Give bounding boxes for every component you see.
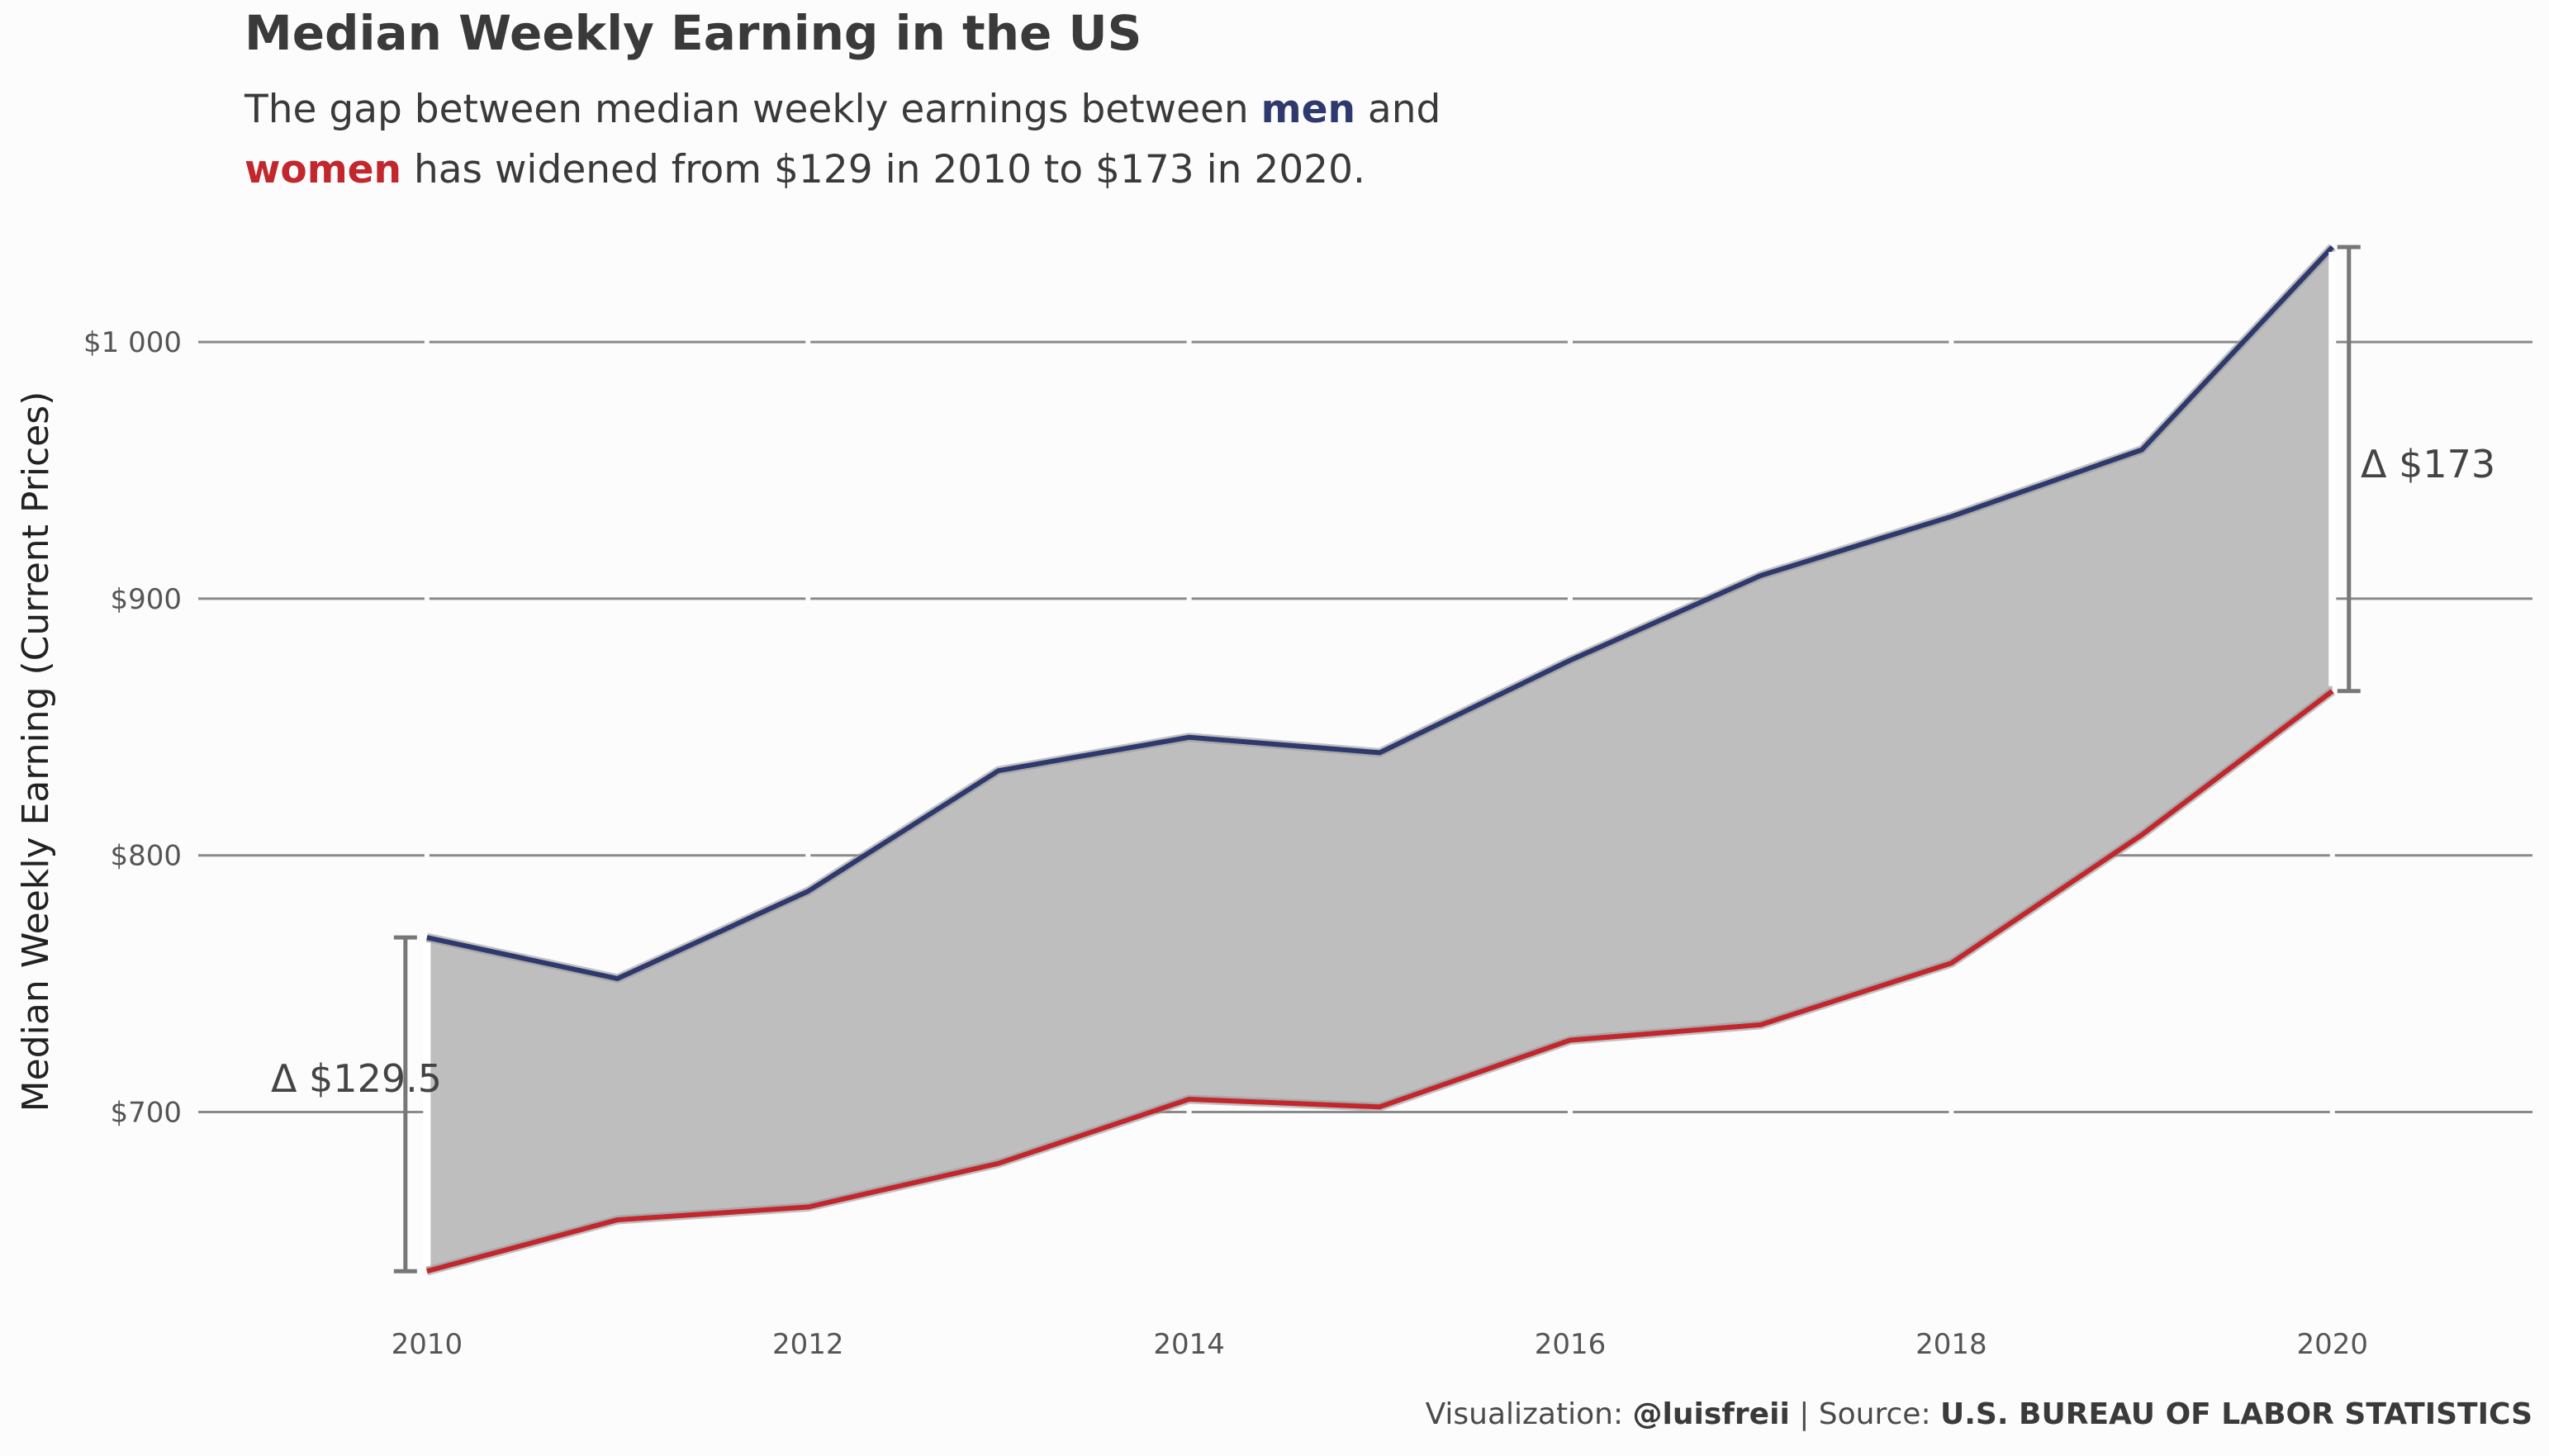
gap-area xyxy=(426,247,2333,1272)
x-tick-label: 2012 xyxy=(772,1328,844,1361)
x-tick-label: 2020 xyxy=(2297,1328,2369,1361)
axis-labels: $700 $800 $900 $1 000 2010 2012 2014 2016 2018 20… xyxy=(83,326,2368,1361)
delta-label-2020: Δ $173 xyxy=(2361,442,2495,486)
delta-label-2010: Δ $129.5 xyxy=(271,1056,442,1101)
women-line xyxy=(426,689,2334,1274)
delta-annotations: Δ $129.5 Δ $173 xyxy=(271,244,2495,1273)
caption-author: @luisfreii xyxy=(1632,1397,1790,1431)
x-tick-label: 2014 xyxy=(1153,1328,1225,1361)
chart-title: Median Weekly Earning in the US xyxy=(244,5,1142,61)
chart-caption: Visualization: @luisfreii | Source: U.S.… xyxy=(1426,1397,2532,1431)
x-tick-label: 2010 xyxy=(392,1328,463,1361)
caption-prefix: Visualization: xyxy=(1425,1397,1633,1431)
y-tick-label: $700 xyxy=(110,1097,182,1130)
subtitle-men-highlight: men xyxy=(1260,87,1355,132)
gap-area-layer xyxy=(426,247,2333,1272)
men-line xyxy=(426,245,2334,981)
y-axis-label: Median Weekly Earning (Current Prices) xyxy=(15,391,57,1112)
caption-source: U.S. BUREAU OF LABOR STATISTICS xyxy=(1940,1397,2532,1431)
chart-subtitle: The gap between median weekly earnings b… xyxy=(244,79,1441,200)
series-lines xyxy=(425,244,2336,1276)
caption-middle: | Source: xyxy=(1789,1397,1941,1431)
y-tick-label: $900 xyxy=(110,583,182,616)
subtitle-women-highlight: women xyxy=(244,147,402,192)
subtitle-text: The gap between median weekly earnings b… xyxy=(244,87,1261,132)
y-tick-label: $1 000 xyxy=(83,326,182,359)
x-tick-label: 2018 xyxy=(1915,1328,1987,1361)
x-tick-label: 2016 xyxy=(1535,1328,1607,1361)
subtitle-text: and xyxy=(1355,87,1441,132)
y-tick-label: $800 xyxy=(110,840,182,873)
subtitle-text: has widened from $129 in 2010 to $173 in… xyxy=(401,147,1365,192)
